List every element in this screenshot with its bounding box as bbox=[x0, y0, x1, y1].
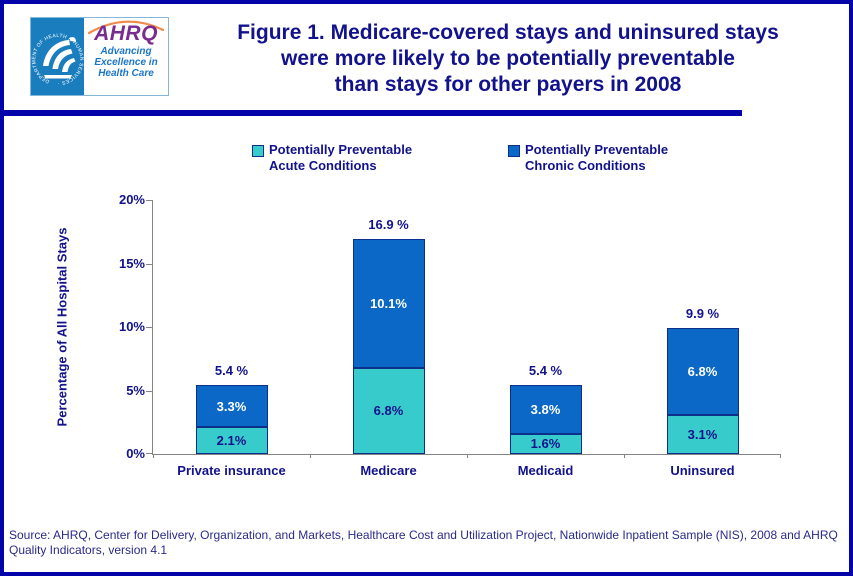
legend-label-line: Potentially Preventable bbox=[525, 142, 669, 157]
x-axis-tick bbox=[153, 454, 154, 458]
ahrq-wordmark: AHRQ Advancing Excellence in Health Care bbox=[84, 18, 168, 95]
bar-segment: 6.8% bbox=[352, 367, 425, 454]
legend-label-line: Chronic Conditions bbox=[525, 158, 646, 173]
legend-label-line: Acute Conditions bbox=[269, 158, 377, 173]
y-axis-tick-label: 20% bbox=[118, 192, 145, 207]
header-divider bbox=[4, 110, 742, 116]
hhs-seal: DEPARTMENT OF HEALTH & HUMAN SERVICES · … bbox=[31, 18, 84, 95]
y-axis-tick bbox=[146, 453, 152, 454]
x-axis-category-label: Medicaid bbox=[517, 463, 574, 478]
bar-segment: 1.6% bbox=[509, 433, 582, 454]
bar-total-label: 16.9 % bbox=[368, 217, 409, 233]
legend-swatch bbox=[252, 145, 264, 157]
ahrq-acronym: AHRQ bbox=[94, 22, 158, 45]
legend-label: Potentially Preventable Chronic Condition… bbox=[525, 142, 668, 174]
x-axis-category-label: Private insurance bbox=[177, 463, 286, 478]
x-axis-tick bbox=[467, 454, 468, 458]
y-axis-tick-label: 5% bbox=[126, 382, 145, 398]
source-note: Source: AHRQ, Center for Delivery, Organ… bbox=[9, 528, 838, 557]
figure-title-line: were more likely to be potentially preve… bbox=[281, 47, 735, 70]
legend-label-line: Potentially Preventable bbox=[269, 142, 413, 157]
tagline-line: Advancing bbox=[100, 46, 152, 57]
plot-area: Percentage of All Hospital Stays 0% 5% 10%… bbox=[55, 192, 781, 478]
y-axis-tick-label: 15% bbox=[118, 255, 145, 271]
y-axis-tick bbox=[146, 263, 152, 265]
bar-total-label: 5.4 % bbox=[528, 363, 563, 379]
ahrq-tagline: Advancing Excellence in Health Care bbox=[94, 46, 157, 79]
figure-title-line: Figure 1. Medicare-covered stays and uni… bbox=[237, 21, 779, 44]
legend-item: Potentially Preventable Chronic Condition… bbox=[508, 142, 668, 174]
bar-segment: 2.1% bbox=[195, 427, 268, 454]
x-axis-category-label: Uninsured bbox=[670, 463, 735, 478]
legend-swatch bbox=[508, 145, 520, 157]
y-axis-tick bbox=[146, 390, 152, 392]
hhs-eagle-icon: DEPARTMENT OF HEALTH & HUMAN SERVICES · … bbox=[31, 18, 84, 95]
bar-segment: 10.1% bbox=[352, 239, 425, 368]
ahrq-arc-icon bbox=[87, 20, 165, 35]
x-axis-tick bbox=[624, 454, 625, 458]
figure-title: Figure 1. Medicare-covered stays and uni… bbox=[174, 20, 842, 98]
legend-item: Potentially Preventable Acute Conditions bbox=[252, 142, 412, 174]
x-axis-category-label: Medicare bbox=[360, 463, 417, 478]
x-axis-tick bbox=[310, 454, 311, 458]
x-axis-tick bbox=[780, 454, 781, 458]
legend-label: Potentially Preventable Acute Conditions bbox=[269, 142, 412, 174]
tagline-line: Health Care bbox=[98, 68, 154, 79]
y-axis-tick bbox=[146, 327, 152, 328]
bar-segment: 3.1% bbox=[666, 414, 739, 454]
y-axis-tick-label: 10% bbox=[118, 319, 145, 334]
bar-segment: 3.3% bbox=[195, 385, 268, 428]
y-axis-title: Percentage of All Hospital Stays bbox=[54, 227, 70, 427]
ahrq-logo: DEPARTMENT OF HEALTH & HUMAN SERVICES · … bbox=[30, 17, 169, 96]
bar-segment: 6.8% bbox=[666, 328, 739, 415]
y-axis-tick-label: 0% bbox=[126, 446, 145, 461]
bar-total-label: 5.4 % bbox=[214, 363, 249, 379]
figure-title-line: than stays for other payers in 2008 bbox=[334, 73, 682, 96]
bar-segment: 3.8% bbox=[509, 385, 582, 434]
legend: Potentially Preventable Acute Conditions P… bbox=[4, 142, 849, 180]
tagline-line: Excellence in bbox=[94, 57, 158, 68]
y-axis-tick bbox=[146, 200, 152, 201]
bar-total-label: 9.9 % bbox=[685, 306, 720, 322]
